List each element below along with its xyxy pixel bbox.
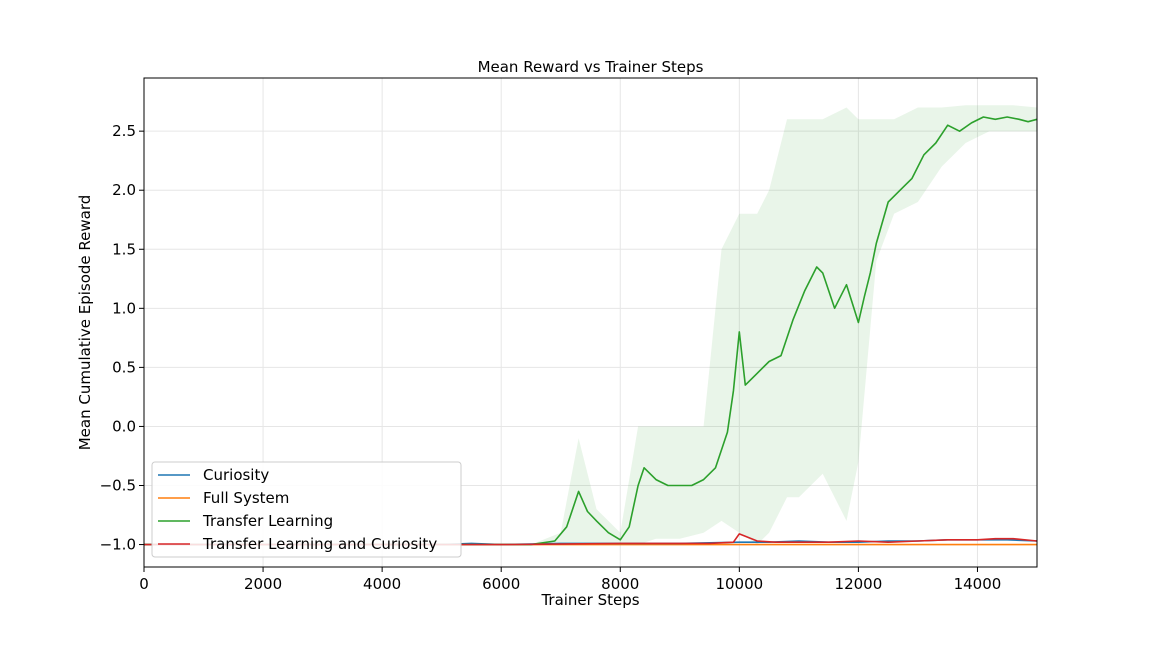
plot-frame	[143, 77, 1038, 568]
series-line-transfer-learning	[144, 116, 1038, 546]
y-axis-ticks: −1.0 −0.5 0.0 0.5 1.0 1.5 2.0 2.5	[100, 122, 144, 554]
x-tick-label: 10000	[715, 575, 763, 593]
legend-label-transfer-learning: Transfer Learning	[202, 512, 333, 530]
x-axis-ticks: 0 2000 4000 6000 8000 10000 12000 14000	[139, 567, 1001, 593]
transfer-learning-band	[531, 105, 1037, 545]
legend-label-transfer-learning-and-curiosity: Transfer Learning and Curiosity	[202, 535, 437, 553]
y-tick-label: −0.5	[100, 477, 136, 495]
x-tick-label: 6000	[482, 575, 520, 593]
x-tick-label: 0	[139, 575, 149, 593]
y-tick-label: −1.0	[100, 536, 136, 554]
series-line-transfer-learning-and-curiosity	[144, 533, 1038, 546]
x-tick-label: 8000	[601, 575, 639, 593]
y-tick-label: 1.0	[112, 299, 136, 317]
grid-layer	[143, 78, 1037, 567]
legend-box	[151, 461, 462, 558]
chart-title: Mean Reward vs Trainer Steps	[478, 58, 704, 76]
y-tick-label: 0.5	[112, 358, 136, 376]
y-tick-label: 2.5	[112, 122, 136, 140]
x-tick-label: 14000	[954, 575, 1002, 593]
y-tick-label: 0.0	[112, 417, 136, 435]
legend-label-full-system: Full System	[203, 489, 289, 507]
y-tick-label: 1.5	[112, 240, 136, 258]
legend: Curiosity Full System Transfer Learning Tra…	[151, 461, 462, 558]
y-axis-label: Mean Cumulative Episode Reward	[76, 195, 94, 451]
x-axis-label: Trainer Steps	[540, 591, 639, 609]
legend-label-curiosity: Curiosity	[203, 466, 269, 484]
band-layer	[531, 105, 1037, 545]
y-tick-label: 2.0	[112, 181, 136, 199]
x-tick-label: 2000	[244, 575, 282, 593]
x-tick-label: 4000	[363, 575, 401, 593]
x-tick-label: 12000	[835, 575, 883, 593]
